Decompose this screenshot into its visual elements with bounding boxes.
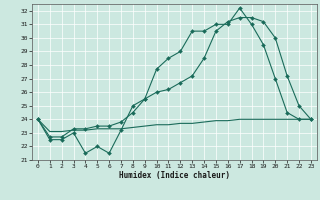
X-axis label: Humidex (Indice chaleur): Humidex (Indice chaleur) (119, 171, 230, 180)
